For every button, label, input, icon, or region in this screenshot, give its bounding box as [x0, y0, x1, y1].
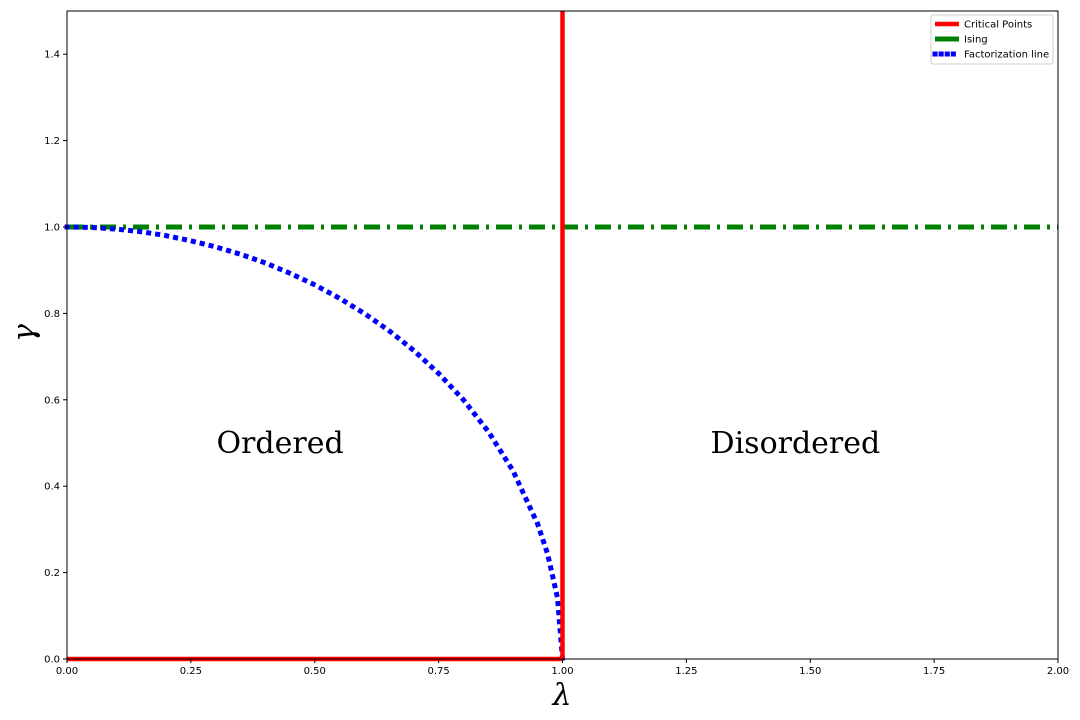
annotation-layer: Ordered Disordered [216, 426, 880, 461]
y-axis-label: γ [7, 324, 42, 342]
y-tick-label: 1.0 [44, 223, 60, 234]
y-tick-label: 0.4 [44, 482, 60, 493]
y-tick-label: 0.0 [44, 655, 60, 666]
y-tick-label: 1.2 [44, 136, 60, 147]
x-tick-label: 1.25 [675, 666, 697, 677]
legend-label-ising: Ising [964, 35, 988, 46]
legend-box [930, 14, 1054, 65]
series-factorization-line-line [64, 224, 566, 662]
region-label-ordered: Ordered [216, 426, 343, 461]
y-tick-label: 0.8 [44, 309, 60, 320]
legend-label-factorization-line: Factorization line [964, 50, 1049, 61]
x-tick-label: 2.00 [1047, 666, 1069, 677]
y-tick-label: 0.2 [44, 568, 60, 579]
x-axis-label: λ [551, 678, 571, 713]
region-label-disordered: Disordered [711, 426, 881, 461]
series-layer [64, 11, 1058, 662]
x-tick-label: 0.50 [304, 666, 326, 677]
y-tick-label: 1.4 [44, 50, 60, 61]
ticks-layer: 0.00 0.25 0.50 0.75 1.00 1.25 1.50 1.75 2.00 0.0 0… [44, 50, 1069, 677]
x-tick-label: 0.25 [180, 666, 202, 677]
x-tick-label: 1.50 [799, 666, 821, 677]
x-tick-label: 1.75 [923, 666, 945, 677]
legend-label-critical-points: Critical Points [964, 20, 1032, 31]
x-tick-label: 0.00 [56, 666, 78, 677]
x-tick-label: 0.75 [427, 666, 449, 677]
x-tick-label: 1.00 [551, 666, 573, 677]
y-tick-label: 0.6 [44, 395, 60, 406]
legend: Critical Points Ising Factorization line [930, 14, 1054, 65]
